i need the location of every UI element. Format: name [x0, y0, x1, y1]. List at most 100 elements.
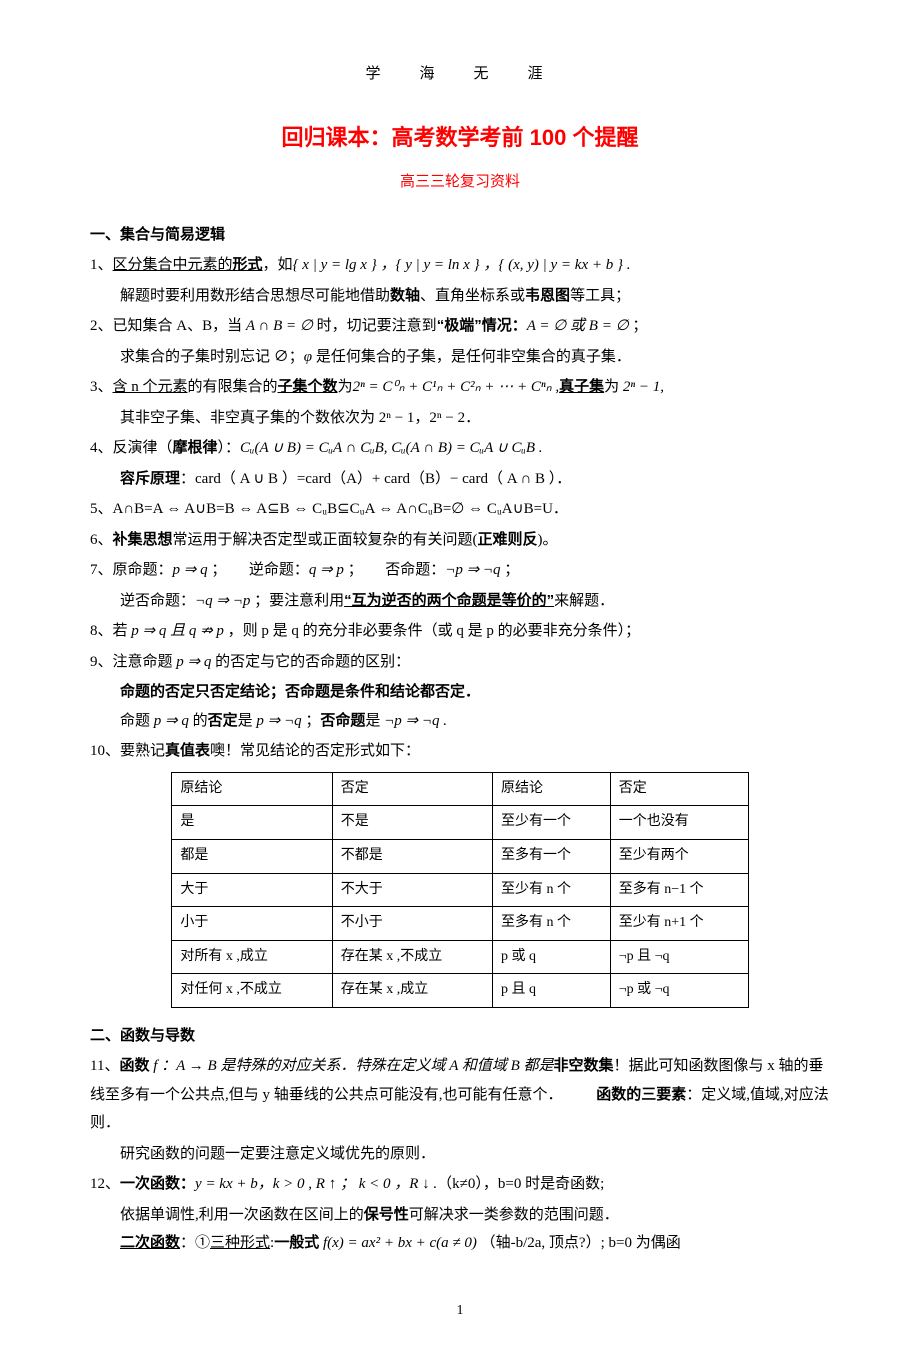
cell: 不大于 — [332, 873, 492, 907]
cell: 不都是 — [332, 839, 492, 873]
math: p ⇒ q 且 q ⇏ p — [131, 623, 224, 639]
cell: 都是 — [172, 839, 332, 873]
t: 真值表 — [165, 742, 210, 759]
t: 为 — [604, 379, 619, 395]
cell: p 或 q — [493, 940, 611, 974]
table-row: 都是不都是至多有一个至少有两个 — [172, 839, 748, 873]
t: 摩根律 — [173, 439, 218, 456]
t: 依据单调性,利用一次函数在区间上的 — [120, 1207, 364, 1223]
title-prefix: 回归课本：高考数学考前 — [282, 125, 530, 150]
math: ¬p ⇒ ¬q — [445, 562, 500, 578]
t: （轴-b/2a, 顶点?）; b=0 为偶函 — [477, 1235, 681, 1251]
title-number: 100 — [530, 125, 567, 150]
t: 容斥原理 — [120, 470, 180, 487]
t: 时，切记要注意到 — [313, 318, 437, 334]
item-5: 5、A∩B=A ⇔ A∪B=B ⇔ A⊆B ⇔ CᵤB⊆CᵤA ⇔ A∩CᵤB=… — [90, 495, 830, 524]
t: 5、A∩B=A ⇔ A∪B=B ⇔ A⊆B ⇔ CᵤB⊆CᵤA ⇔ A∩CᵤB=… — [90, 501, 568, 517]
t: 可解决求一类参数的范围问题． — [409, 1207, 619, 1223]
t: 真子集 — [559, 378, 604, 395]
math: 2ⁿ − 1, — [619, 379, 664, 395]
math: φ — [304, 349, 312, 365]
t: 一般式 — [274, 1234, 319, 1251]
cell: 一个也没有 — [610, 806, 748, 840]
t: ，如 — [263, 257, 293, 273]
cell: 否定 — [610, 772, 748, 806]
cell: ¬p 或 ¬q — [610, 974, 748, 1008]
t: 解题时要利用数形结合思想尽可能地借助 — [120, 288, 390, 304]
math: A ∩ B = ∅ — [246, 318, 313, 334]
t: “极端”情况： — [437, 317, 527, 334]
t: 非空数集 — [554, 1057, 614, 1074]
item-10: 10、要熟记真值表噢！常见结论的否定形式如下： — [90, 737, 830, 766]
t: “互为逆否的两个命题是等价的” — [344, 592, 554, 609]
t: 为 — [338, 379, 353, 395]
t: ；要注意利用 — [250, 593, 344, 609]
item-4: 4、反演律（摩根律）：Cᵤ(A ∪ B) = CᵤA ∩ CᵤB, Cᵤ(A ∩… — [90, 434, 830, 463]
item-4b: 容斥原理：card（ A ∪ B ）=card（A）+ card（B）− car… — [90, 465, 830, 494]
t: )。 — [538, 532, 558, 548]
cell: 至多有 n−1 个 — [610, 873, 748, 907]
t: 一次函数： — [120, 1175, 195, 1192]
cell: 对任何 x ,不成立 — [172, 974, 332, 1008]
t: 二次函数 — [120, 1234, 180, 1251]
item-12b: 依据单调性,利用一次函数在区间上的保号性可解决求一类参数的范围问题． — [90, 1201, 830, 1230]
main-title: 回归课本：高考数学考前 100 个提醒 — [90, 117, 830, 159]
t: ； — [302, 713, 321, 729]
title-suffix: 个提醒 — [566, 125, 638, 150]
t: 等工具； — [570, 288, 630, 304]
table-row: 对任何 x ,不成立存在某 x ,成立p 且 q¬p 或 ¬q — [172, 974, 748, 1008]
t: 4、反演律（ — [90, 440, 173, 456]
math: f(x) = ax² + bx + c(a ≠ 0) — [319, 1235, 477, 1251]
t: 8、若 — [90, 623, 131, 639]
t: 形式 — [233, 256, 263, 273]
table-row: 大于不大于至少有 n 个至多有 n−1 个 — [172, 873, 748, 907]
math: ¬q ⇒ ¬p — [195, 593, 250, 609]
t: 命题 — [120, 713, 154, 729]
t: ； — [632, 318, 647, 334]
t: 常运用于解决否定型或正面较复杂的有关问题( — [173, 532, 478, 548]
t: ； 否命题： — [344, 562, 445, 578]
cell: 否定 — [332, 772, 492, 806]
table-row: 小于不小于至多有 n 个至少有 n+1 个 — [172, 907, 748, 941]
t: 噢！常见结论的否定形式如下： — [210, 743, 420, 759]
math: q ⇒ p — [309, 562, 344, 578]
item-3: 3、含 n 个元素的有限集合的子集个数为2ⁿ = C⁰ₙ + C¹ₙ + C²ₙ… — [90, 373, 830, 402]
t: 数轴 — [390, 287, 420, 304]
math: p ⇒ q — [154, 713, 189, 729]
math: A = ∅ 或 B = ∅ — [527, 318, 633, 334]
item-8: 8、若 p ⇒ q 且 q ⇏ p ，则 p 是 q 的充分非必要条件（或 q … — [90, 617, 830, 646]
t: 6、 — [90, 532, 113, 548]
cell: 小于 — [172, 907, 332, 941]
t: 的 — [189, 713, 208, 729]
t: 韦恩图 — [525, 287, 570, 304]
cell: 存在某 x ,成立 — [332, 974, 492, 1008]
t: 9、注意命题 — [90, 654, 176, 670]
t: 的否定与它的否命题的区别： — [211, 654, 410, 670]
cell: 存在某 x ,不成立 — [332, 940, 492, 974]
t: ：card（ A ∪ B ）=card（A）+ card（B）− card（ A… — [180, 471, 571, 487]
cell: 不小于 — [332, 907, 492, 941]
t: 是任何集合的子集，是任何非空集合的真子集． — [312, 349, 631, 365]
item-12c: 二次函数：①三种形式:一般式 f(x) = ax² + bx + c(a ≠ 0… — [90, 1229, 830, 1258]
t: ，则 p 是 q 的充分非必要条件（或 q 是 p 的必要非充分条件）； — [224, 623, 640, 639]
t: 是 — [365, 713, 384, 729]
t: 命题的否定只否定结论；否命题是条件和结论都否定． — [120, 683, 480, 700]
item-6: 6、补集思想常运用于解决否定型或正面较复杂的有关问题(正难则反)。 — [90, 526, 830, 555]
t: ）： — [218, 440, 241, 456]
math: p ⇒ q — [176, 654, 211, 670]
item-12: 12、一次函数：y = kx + b，k > 0 , R ↑ ； k < 0 ，… — [90, 1170, 830, 1199]
t: 正难则反 — [478, 531, 538, 548]
t: 的有限集合的 — [188, 379, 278, 395]
cell: 不是 — [332, 806, 492, 840]
subtitle: 高三三轮复习资料 — [90, 168, 830, 197]
cell: 至多有 n 个 — [493, 907, 611, 941]
cell: 对所有 x ,成立 — [172, 940, 332, 974]
t: 求集合的子集时别忘记 ∅； — [120, 349, 304, 365]
t: 否定 — [208, 712, 238, 729]
table-row: 原结论否定原结论否定 — [172, 772, 748, 806]
item-2b: 求集合的子集时别忘记 ∅；φ 是任何集合的子集，是任何非空集合的真子集． — [90, 343, 830, 372]
cell: 是 — [172, 806, 332, 840]
item-11b: 研究函数的问题一定要注意定义域优先的原则． — [90, 1140, 830, 1169]
t: 三种形式 — [210, 1235, 270, 1251]
t: 10、要熟记 — [90, 743, 165, 759]
